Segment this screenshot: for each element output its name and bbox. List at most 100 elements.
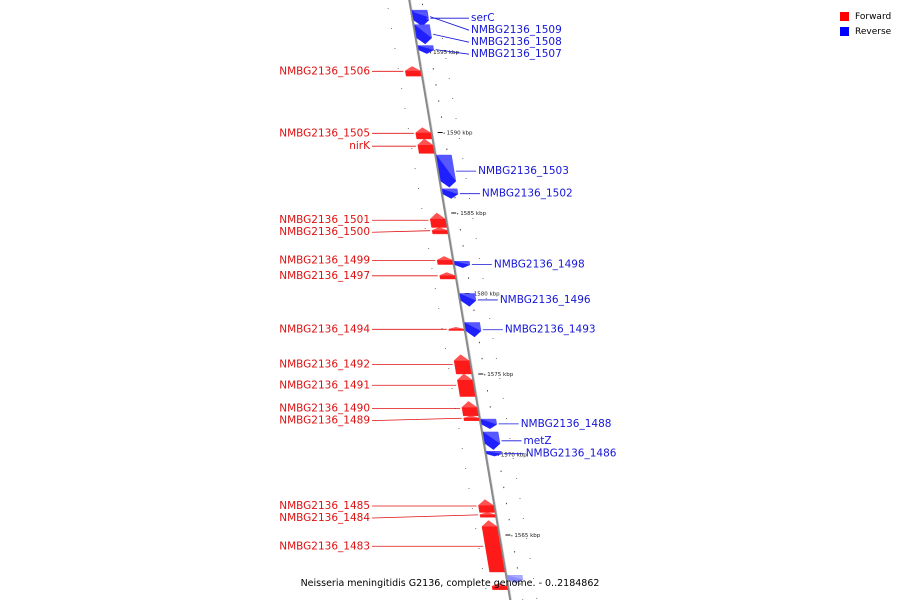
guide-dot [444,348,446,349]
gene-label-metz: metZ [524,435,552,447]
scale-minor-tick [440,116,442,118]
guide-dot [448,78,450,79]
gene-arrow-nmbg2136_1491 [457,373,476,397]
guide-dot [401,88,403,89]
legend-reverse: Reverse [840,24,891,39]
scale-minor-tick [438,100,440,102]
gene-label-nmbg2136_1498: NMBG2136_1498 [494,259,585,271]
gene-arrow-nmbg2136_1483 [481,520,505,573]
gene-arrow-shine [430,213,446,219]
guide-dot [431,268,433,269]
gene-arrow-nmbg2136_1489 [463,415,480,421]
scale-tick-label: 1570 kbp [501,453,527,459]
scale-minor-tick [454,196,456,199]
guide-dot [465,178,467,179]
gene-arrow-shine [461,401,477,408]
gene-arrow-nmbg2136_1484 [479,512,496,518]
gene-arrow-nmbg2136_1496 [459,293,477,307]
gene-arrow-shine [492,583,508,587]
gene-arrow-shine [412,11,429,18]
gene-label-nmbg2136_1509: NMBG2136_1509 [471,24,562,36]
guide-dot [485,298,487,299]
guide-dot [438,308,440,309]
guide-dot [442,38,444,39]
guide-dot [502,398,504,399]
guide-dot [509,438,511,439]
guide-dot [495,358,497,359]
guide-dot [485,588,487,589]
gene-arrow-nmbg2136_1494 [448,327,465,331]
guide-dot [387,8,389,9]
gene-arrow-shine [437,256,453,261]
gene-arrow-shine [479,512,495,515]
scale-minor-tick [457,213,459,215]
gene-arrow-nmbg2136_1498 [454,261,471,268]
gene-label-nmbg2136_1502: NMBG2136_1502 [482,188,573,200]
guide-dot [468,488,470,489]
guide-dot [448,368,450,369]
scale-minor-tick [421,3,423,6]
scale-minor-tick [508,518,510,521]
gene-label-nmbg2136_1500: NMBG2136_1500 [279,226,370,238]
gene-arrow-shine [463,415,479,419]
gene-arrow-shine [457,374,473,380]
scale-minor-tick [459,229,461,231]
gene-leader-nmbg2136_1508 [433,33,470,43]
gene-label-nmbg2136_1497: NMBG2136_1497 [279,270,370,282]
genome-caption: Neisseria meningitidis G2136, complete g… [300,578,600,589]
gene-arrow-nmbg2136_1509 [412,11,429,22]
gene-label-nmbg2136_1501: NMBG2136_1501 [279,214,370,226]
guide-dot [478,548,480,549]
gene-label-nmbg2136_1484: NMBG2136_1484 [279,512,370,524]
gene-arrow-nmbg2136_1500 [431,227,448,235]
gene-label-nmbg2136_1506: NMBG2136_1506 [279,65,370,77]
gene-arrow-shine [436,155,456,182]
scale-minor-tick [446,148,448,150]
scale-minor-tick [516,567,518,569]
scale-minor-tick [503,486,505,489]
gene-leader-nmbg2136_1509 [429,16,470,31]
scale-minor-tick [505,502,507,505]
gene-arrow-shine [486,451,502,454]
genome-backbone [408,0,512,600]
gene-leader-nmbg2136_1507 [435,49,470,55]
legend-reverse-swatch [840,27,849,36]
gene-arrow-nmbg2136_1507 [417,45,434,54]
guide-dot [519,498,521,499]
scale-tick-label: 1595 kbp [433,50,459,56]
gene-arrow-shine [439,272,455,276]
gene-label-nmbg2136_1492: NMBG2136_1492 [279,358,370,370]
gene-arrow-nmbg2136_1493 [464,322,482,338]
gene-arrow-nmbg2136_1499 [436,256,454,265]
scale-minor-tick [473,309,475,311]
guide-dot [397,68,399,69]
gene-arrow-nmbg2136_1503 [436,154,457,188]
guide-dot [458,428,460,429]
guide-dot [441,328,443,329]
gene-arrow-nmbg2136_1485 [478,499,495,513]
guide-dot [526,538,528,539]
scale-minor-tick [481,357,483,360]
gene-arrow-shine [454,261,470,265]
gene-arrow-nmbg2136_1501 [429,212,447,228]
scale-minor-tick [519,583,521,585]
gene-label-nmbg2136_1505: NMBG2136_1505 [279,127,370,139]
gene-arrow-nmbg2136_1492 [453,354,472,375]
guide-dot [394,48,396,49]
gene-arrow-shine [442,188,459,195]
guide-dot [417,188,419,189]
gene-label-nmbg2136_1507: NMBG2136_1507 [471,48,562,60]
gene-label-serc: serC [471,12,495,24]
gene-arrow-shine [405,66,421,71]
guide-dot [536,598,538,599]
guide-dot [411,148,413,149]
guide-dot [475,528,477,529]
guide-dot [455,118,457,119]
scale-tick-label: 1565 kbp [514,533,540,539]
guide-dot [458,138,460,139]
guide-dot [471,508,473,509]
guide-dot [499,378,501,379]
guide-dot [479,258,481,259]
guide-dot [506,418,508,419]
